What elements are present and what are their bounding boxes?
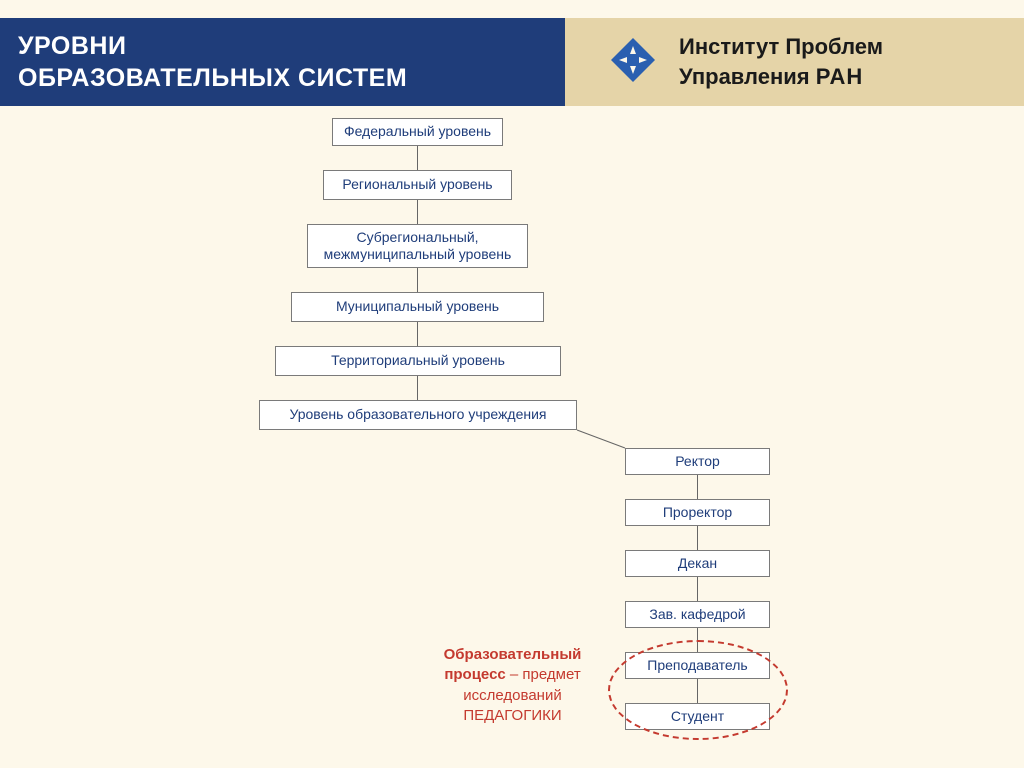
slide-title: УРОВНИ ОБРАЗОВАТЕЛЬНЫХ СИСТЕМ — [0, 30, 407, 95]
annotation-pedagogy: Образовательный процесс – предмет исслед… — [420, 645, 605, 726]
level-node-0: Федеральный уровень — [332, 118, 503, 146]
title-line-2: ОБРАЗОВАТЕЛЬНЫХ СИСТЕМ — [18, 64, 407, 92]
role-node-2: Декан — [625, 550, 770, 577]
annotation-line-2a: процесс — [444, 666, 505, 683]
institute-line-2b: РАН — [816, 64, 864, 89]
institute-line-2a: Управления — [679, 64, 816, 89]
annotation-line-2b: – предмет — [506, 666, 581, 683]
level-node-1: Региональный уровень — [323, 170, 512, 200]
role-node-3: Зав. кафедрой — [625, 601, 770, 628]
role-node-0: Ректор — [625, 448, 770, 475]
slide-stage: УРОВНИ ОБРАЗОВАТЕЛЬНЫХ СИСТЕМ Институт П… — [0, 0, 1024, 768]
annotation-line-1: Образовательный — [444, 646, 582, 663]
connector-4 — [417, 376, 418, 400]
highlight-ellipse — [608, 640, 788, 740]
level-node-3: Муниципальный уровень — [291, 292, 544, 322]
annotation-line-3: исследований — [463, 687, 561, 704]
title-line-1: УРОВНИ — [18, 32, 126, 60]
level-node-5: Уровень образовательного учреждения — [259, 400, 577, 430]
level-node-2: Субрегиональный, межмуниципальный уровен… — [307, 224, 528, 268]
connector-0 — [417, 146, 418, 170]
connector-1 — [417, 200, 418, 224]
institute-line-1: Институт Проблем — [679, 34, 883, 59]
level-node-4: Территориальный уровень — [275, 346, 561, 376]
connector-3 — [417, 322, 418, 346]
institute-name: Институт Проблем Управления РАН — [679, 32, 883, 91]
institute-logo-icon — [607, 34, 659, 91]
connector-2 — [417, 268, 418, 292]
connector-5 — [697, 475, 698, 499]
annotation-line-4: ПЕДАГОГИКИ — [463, 707, 561, 724]
connector-7 — [697, 577, 698, 601]
role-node-1: Проректор — [625, 499, 770, 526]
header-blue: УРОВНИ ОБРАЗОВАТЕЛЬНЫХ СИСТЕМ — [0, 18, 565, 106]
header-tan: Институт Проблем Управления РАН — [565, 18, 1024, 106]
connector-6 — [697, 526, 698, 550]
